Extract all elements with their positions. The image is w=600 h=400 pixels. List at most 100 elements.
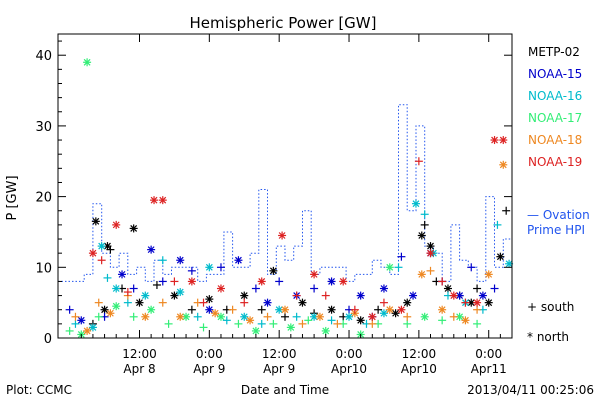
point-noaa-19-22	[426, 249, 435, 258]
x-tick-label-time-5: 0:00	[475, 347, 502, 361]
point-noaa-16-3	[103, 273, 112, 282]
point-noaa-15-12	[251, 284, 260, 293]
point-noaa-18-9	[211, 309, 220, 318]
point-noaa-15-14	[275, 277, 284, 286]
point-noaa-15-21	[379, 284, 388, 293]
point-metp-02-29	[443, 284, 452, 293]
legend-entry-noaa-16: NOAA-16	[528, 89, 582, 103]
point-noaa-15-27	[467, 263, 476, 272]
point-noaa-17-5	[129, 312, 138, 321]
point-metp-02-8	[152, 280, 161, 289]
point-noaa-17-1	[65, 326, 74, 335]
point-noaa-17-23	[438, 316, 447, 325]
point-noaa-15-29	[490, 284, 499, 293]
point-noaa-16-11	[222, 316, 231, 325]
legend-entry-noaa-15: NOAA-15	[528, 67, 582, 81]
point-noaa-16-22	[411, 199, 420, 208]
point-noaa-17-9	[199, 323, 208, 332]
x-tick-label-time-3: 0:00	[336, 347, 363, 361]
point-noaa-19-5	[158, 196, 167, 205]
point-metp-02-32	[473, 284, 482, 293]
point-metp-02-10	[187, 305, 196, 314]
point-noaa-16-8	[176, 288, 185, 297]
point-noaa-17-6	[147, 305, 156, 314]
point-noaa-18-16	[333, 319, 342, 328]
point-noaa-19-1	[97, 256, 106, 265]
point-noaa-18-25	[461, 316, 470, 325]
point-metp-02-19	[327, 305, 336, 314]
point-noaa-19-21	[414, 157, 423, 166]
point-metp-02-16	[281, 312, 289, 321]
point-noaa-16-18	[345, 312, 354, 321]
point-noaa-19-20	[397, 305, 406, 314]
point-noaa-19-13	[292, 291, 301, 300]
point-metp-02-15	[269, 266, 278, 275]
footer-timestamp: 2013/04/11 00:25:06	[467, 383, 594, 397]
x-tick-label-time-0: 12:00	[122, 347, 157, 361]
legend-ovation-line2: Prime HPI	[527, 223, 585, 237]
point-noaa-19-16	[339, 277, 348, 286]
point-noaa-19-12	[278, 231, 287, 240]
point-noaa-17-4	[112, 302, 121, 311]
point-noaa-16-6	[141, 291, 150, 300]
point-noaa-19-8	[199, 298, 208, 307]
plot-frame	[57, 33, 513, 339]
point-noaa-17-0	[83, 58, 92, 67]
point-noaa-15-5	[147, 245, 156, 254]
point-noaa-19-17	[350, 305, 359, 314]
point-noaa-18-3	[106, 309, 115, 318]
legend-entry-noaa-19: NOAA-19	[528, 155, 582, 169]
point-noaa-18-12	[263, 312, 272, 321]
point-metp-02-25	[417, 231, 426, 240]
point-noaa-16-2	[97, 242, 106, 251]
point-noaa-18-2	[94, 298, 103, 307]
point-noaa-16-5	[123, 298, 132, 307]
point-noaa-18-21	[417, 270, 426, 279]
point-noaa-17-12	[251, 326, 260, 335]
point-noaa-17-3	[94, 312, 103, 321]
point-noaa-19-14	[310, 270, 319, 279]
point-noaa-19-28	[499, 136, 508, 145]
point-metp-02-0	[91, 217, 100, 226]
point-noaa-19-11	[257, 277, 266, 286]
legend-entry-noaa-18: NOAA-18	[528, 133, 582, 147]
point-metp-02-5	[100, 305, 109, 314]
x-tick-label-date-3: Apr10	[331, 362, 367, 376]
legend-entry-metp-02: METP-02	[528, 45, 580, 59]
point-noaa-18-18	[368, 319, 377, 328]
point-noaa-19-3	[123, 288, 132, 297]
footer-plot-by: Plot: CCMC	[6, 383, 72, 397]
chart-title: Hemispheric Power [GW]	[190, 14, 377, 32]
x-tick-label-date-4: Apr10	[401, 362, 437, 376]
point-noaa-15-23	[409, 291, 418, 300]
point-noaa-19-26	[473, 298, 482, 307]
x-tick-label-date-0: Apr 8	[123, 362, 155, 376]
point-noaa-16-0	[71, 319, 80, 328]
point-noaa-15-11	[234, 256, 243, 265]
point-noaa-17-20	[385, 263, 394, 272]
point-noaa-15-16	[310, 284, 319, 293]
point-metp-02-34	[496, 252, 505, 261]
point-noaa-18-20	[403, 312, 412, 321]
point-noaa-15-10	[216, 263, 225, 272]
point-noaa-19-6	[170, 277, 179, 286]
point-metp-02-14	[257, 305, 266, 314]
point-noaa-18-14	[298, 319, 307, 328]
point-noaa-15-1	[77, 316, 86, 325]
point-noaa-15-4	[129, 284, 138, 293]
legend-entry-noaa-17: NOAA-17	[528, 111, 582, 125]
point-noaa-16-7	[158, 256, 167, 265]
y-axis-label: P [GW]	[5, 175, 20, 220]
point-noaa-16-13	[257, 319, 266, 328]
point-noaa-18-19	[385, 305, 394, 314]
point-noaa-18-7	[176, 312, 185, 321]
y-tick-label-1: 10	[35, 261, 52, 276]
point-noaa-19-2	[112, 220, 121, 229]
point-noaa-17-10	[216, 312, 225, 321]
point-noaa-19-15	[321, 291, 330, 300]
point-metp-02-17	[298, 298, 307, 307]
point-metp-02-21	[356, 316, 365, 325]
point-metp-02-22	[374, 305, 383, 314]
x-tick-label-time-2: 12:00	[262, 347, 297, 361]
